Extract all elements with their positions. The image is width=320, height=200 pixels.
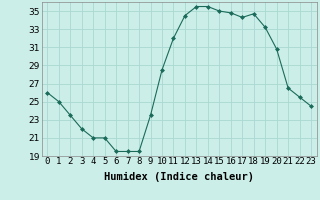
X-axis label: Humidex (Indice chaleur): Humidex (Indice chaleur) bbox=[104, 172, 254, 182]
